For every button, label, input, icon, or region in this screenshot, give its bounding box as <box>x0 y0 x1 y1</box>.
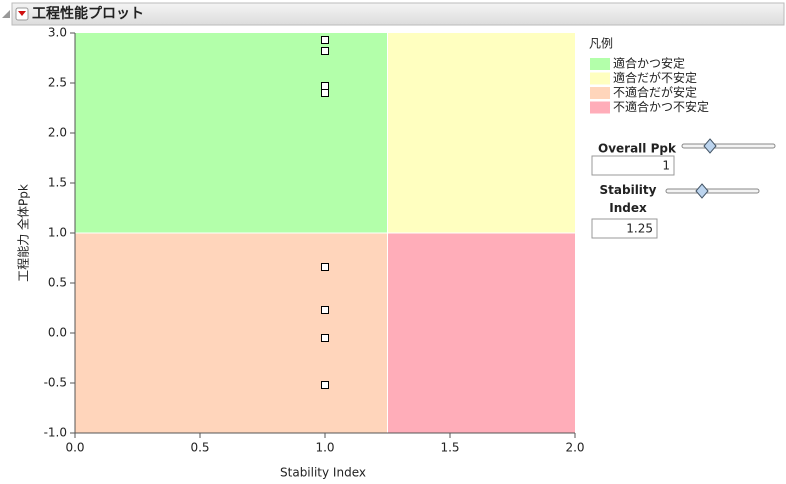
legend-swatch <box>590 58 610 70</box>
menu-arrow <box>18 11 26 16</box>
quadrant <box>387 233 575 433</box>
ppk-label: Overall Ppk <box>598 142 677 156</box>
quadrant <box>75 33 388 233</box>
legend-label: 不適合だが安定 <box>613 85 697 100</box>
x-tick-label: 0.5 <box>190 441 209 455</box>
x-axis-label: Stability Index <box>280 466 366 480</box>
stability-label: Stability Index <box>600 183 657 215</box>
legend-swatch <box>590 87 610 99</box>
legend-swatch <box>590 72 610 85</box>
point <box>321 306 329 314</box>
quadrant <box>387 33 575 233</box>
ppk-slider-thumb[interactable] <box>703 138 717 154</box>
y-tick-label: 2.5 <box>48 76 67 90</box>
y-axis-label: 工程能力 全体Ppk <box>16 184 31 282</box>
y-tick-label: -0.5 <box>44 376 67 390</box>
point <box>321 47 329 55</box>
x-tick-label: 1.5 <box>440 441 459 455</box>
chart-title: 工程性能プロット <box>32 5 144 22</box>
y-tick-label: 0.0 <box>48 326 67 340</box>
stability-slider-thumb[interactable] <box>695 183 709 199</box>
ppk-value: 1 <box>662 159 670 173</box>
x-tick-label: 0.0 <box>65 441 84 455</box>
y-tick-label: -1.0 <box>44 426 67 440</box>
legend-swatch <box>590 101 610 114</box>
legend-title: 凡例 <box>589 37 613 51</box>
point <box>321 381 329 389</box>
point <box>321 334 329 342</box>
stability-input[interactable] <box>591 218 658 239</box>
point <box>321 263 329 271</box>
y-tick-label: 3.0 <box>48 26 67 40</box>
y-tick-label: 0.5 <box>48 276 67 290</box>
x-tick-label: 1.0 <box>315 441 334 455</box>
legend-label: 不適合かつ不安定 <box>613 99 709 114</box>
point <box>321 89 329 97</box>
y-tick-label: 1.5 <box>48 176 67 190</box>
quadrant <box>75 233 388 433</box>
disclosure-icon[interactable] <box>2 10 10 18</box>
y-tick-label: 1.0 <box>48 226 67 240</box>
legend-label: 適合かつ安定 <box>613 56 685 71</box>
y-tick-label: 2.0 <box>48 126 67 140</box>
point <box>321 36 329 44</box>
legend-label: 適合だが不安定 <box>613 70 697 85</box>
header-bar <box>11 2 785 26</box>
x-tick-label: 2.0 <box>565 441 584 455</box>
point <box>321 82 329 90</box>
stability-value: 1.25 <box>626 222 653 236</box>
ppk-input[interactable] <box>591 155 675 176</box>
